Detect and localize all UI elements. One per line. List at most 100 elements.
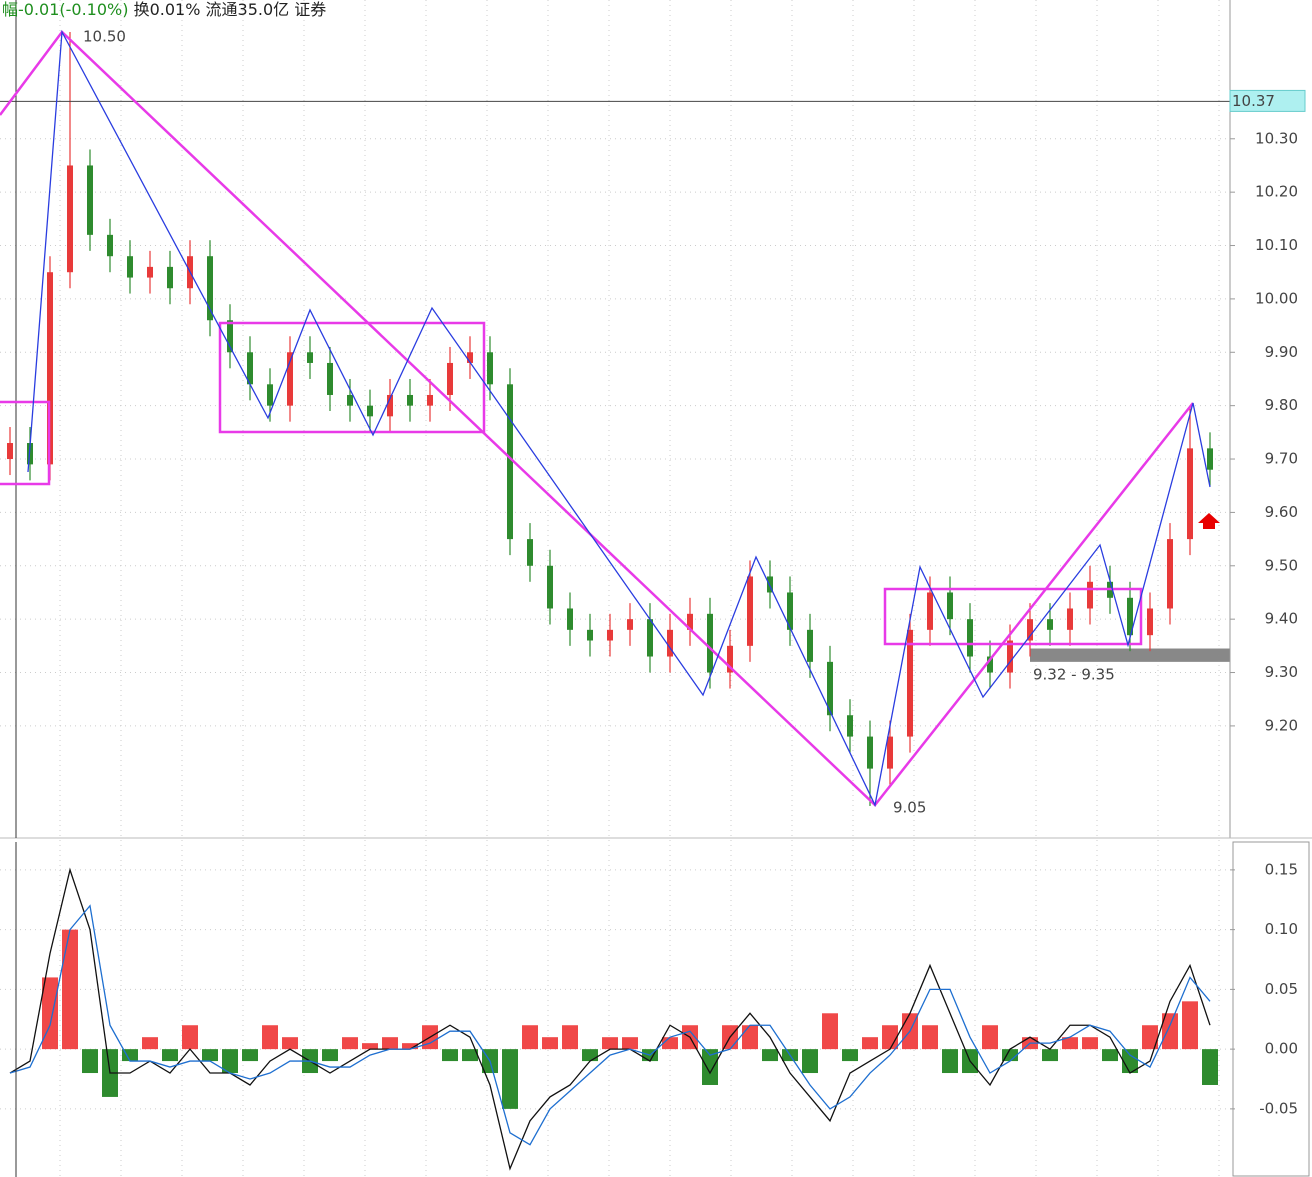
trend-drawings (0, 30, 1194, 807)
macd-bar (322, 1049, 338, 1062)
candle-body (727, 645, 733, 673)
macd-bar (142, 1037, 158, 1050)
candle-body (847, 715, 853, 737)
macd-bar (882, 1025, 898, 1050)
candle-body (927, 592, 933, 630)
candle-body (7, 443, 13, 460)
annotation: 9.05 (893, 799, 926, 817)
candle-body (767, 576, 773, 593)
annotation: 9.32 - 9.35 (1033, 666, 1115, 684)
candle-body (227, 320, 233, 353)
candle-body (907, 629, 913, 737)
candle-body (87, 165, 93, 235)
candle-body (367, 405, 373, 417)
y-tick-label: 9.70 (1265, 450, 1298, 468)
range-box (0, 400, 51, 486)
macd-bar (242, 1049, 258, 1062)
macd-bar (42, 977, 58, 1050)
y-tick-label: 0.05 (1265, 980, 1298, 998)
macd-bar (742, 1025, 758, 1050)
y-tick-label: 9.20 (1265, 716, 1298, 734)
macd-bar (842, 1049, 858, 1062)
candle-body (1167, 539, 1173, 609)
price-label: 10.37 (1232, 92, 1275, 110)
y-tick-label: -0.05 (1259, 1099, 1298, 1117)
annotation: 10.50 (83, 28, 126, 46)
macd-bar (562, 1025, 578, 1050)
candle-body (1047, 619, 1053, 630)
macd-bar (1182, 1001, 1198, 1050)
candle-body (1187, 448, 1193, 540)
candle-body (1207, 448, 1213, 470)
candle-body (947, 592, 953, 620)
candle-body (567, 608, 573, 630)
macd-line (9, 904, 1211, 1146)
macd-bar (662, 1037, 678, 1050)
macd-bar (582, 1049, 598, 1062)
quote-stats: 换0.01% 流通35.0亿 证券 (134, 0, 327, 19)
candle-body (807, 629, 813, 662)
macd-bar (222, 1049, 238, 1074)
macd-bar (702, 1049, 718, 1085)
candle-body (887, 736, 893, 769)
candle-body (47, 272, 53, 465)
candle-body (247, 352, 253, 385)
macd-bar (1062, 1037, 1078, 1050)
macd-bar (1102, 1049, 1118, 1062)
macd-bar (402, 1043, 418, 1050)
macd-bar (462, 1049, 478, 1062)
macd-bar (922, 1025, 938, 1050)
macd-bar (762, 1049, 778, 1062)
candle-body (1147, 608, 1153, 636)
macd-bar (802, 1049, 818, 1074)
candle-body (327, 362, 333, 395)
macd-bar (622, 1037, 638, 1050)
y-tick-label: 0.15 (1265, 860, 1298, 878)
wave-line (27, 29, 1211, 808)
candle-body (67, 165, 73, 273)
y-tick-label: 9.60 (1265, 503, 1298, 521)
macd-bar (202, 1049, 218, 1062)
candle-body (547, 565, 553, 609)
candle-body (127, 256, 133, 278)
candle-body (987, 656, 993, 673)
candle-body (687, 613, 693, 630)
candle-body (647, 619, 653, 657)
support-zone (1030, 648, 1230, 662)
candle-body (747, 576, 753, 646)
candle-body (307, 352, 313, 363)
price-badge (1229, 89, 1306, 112)
candle-body (487, 352, 493, 385)
trend-line (0, 30, 1194, 807)
candle-body (1067, 608, 1073, 630)
y-tick-label: 9.50 (1265, 556, 1298, 574)
macd-bar (1162, 1013, 1178, 1050)
range-box (883, 587, 1143, 646)
y-tick-label: 9.80 (1265, 396, 1298, 414)
candle-body (467, 352, 473, 363)
up-arrow (1198, 513, 1220, 529)
candle-body (587, 629, 593, 641)
candle-body (167, 266, 173, 289)
candle-body (1127, 597, 1133, 636)
candle-body (407, 394, 413, 406)
macd-bar (602, 1037, 618, 1050)
y-tick-label: 10.20 (1255, 183, 1298, 201)
macd-bar (362, 1043, 378, 1050)
macd-bar (982, 1025, 998, 1050)
candle-body (707, 613, 713, 673)
y-tick-label: 10.10 (1255, 236, 1298, 254)
candle-body (107, 234, 113, 257)
candle-body (427, 394, 433, 406)
candle-body (1087, 581, 1093, 609)
macd-bar (522, 1025, 538, 1050)
quote-change: 幅-0.01(-0.10%) (2, 0, 129, 19)
candle-body (447, 362, 453, 395)
macd-bar (82, 1049, 98, 1074)
candle-body (967, 619, 973, 657)
macd-bar (442, 1049, 458, 1062)
candle-body (147, 266, 153, 278)
macd-bar (862, 1037, 878, 1050)
y-tick-label: 0.10 (1265, 920, 1298, 938)
